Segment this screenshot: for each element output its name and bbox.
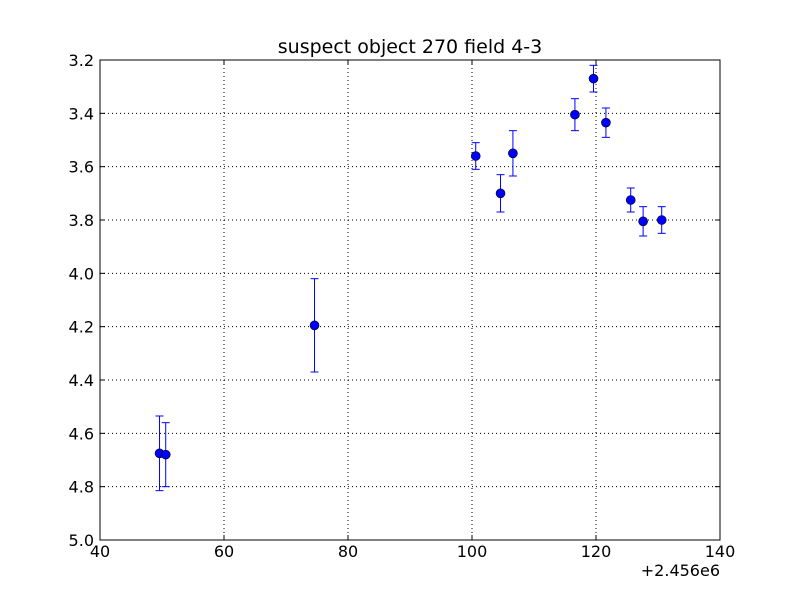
y-tick-label: 3.4	[69, 104, 94, 123]
data-point	[508, 148, 518, 159]
y-tick-label: 4.0	[69, 264, 94, 283]
data-point-group	[508, 130, 518, 177]
data-point	[638, 216, 648, 227]
data-point-group	[601, 107, 611, 138]
grid	[100, 60, 720, 540]
data-point-group	[495, 174, 506, 213]
y-tick-label: 3.2	[69, 51, 94, 70]
data-point-group	[638, 206, 648, 237]
plot-area	[99, 59, 721, 541]
data-point	[309, 320, 320, 331]
y-tick-label: 4.4	[69, 371, 94, 390]
data-point-group	[309, 278, 320, 373]
data-point	[160, 449, 171, 460]
x-tick-label: 60	[214, 542, 234, 561]
data-point-group	[656, 206, 667, 234]
data-point-group	[570, 98, 580, 132]
data-point	[656, 215, 667, 225]
x-tick-label: 100	[457, 542, 488, 561]
x-axis-offset-label: +2.456e6	[641, 561, 720, 580]
x-tick-label: 120	[581, 542, 612, 561]
data-point	[625, 195, 636, 205]
y-tick-label: 3.6	[69, 158, 94, 177]
y-tick-label: 4.6	[69, 424, 94, 443]
axis-ticks	[99, 59, 721, 541]
x-tick-label: 40	[90, 542, 110, 561]
chart-title: suspect object 270 field 4-3	[278, 36, 543, 58]
y-tick-label: 3.8	[69, 211, 94, 230]
data-point	[470, 151, 481, 161]
data-point-group	[588, 64, 599, 93]
data-point	[601, 117, 611, 128]
data-point-group	[625, 187, 636, 213]
x-tick-label: 140	[705, 542, 736, 561]
data-point-group	[470, 142, 481, 170]
y-tick-label: 5.0	[69, 531, 94, 550]
data-point	[570, 109, 580, 120]
data-point	[495, 188, 506, 199]
y-tick-label: 4.2	[69, 318, 94, 337]
y-tick-label: 4.8	[69, 478, 94, 497]
data-point-group	[160, 422, 171, 488]
data-point	[588, 73, 599, 84]
tick-labels: 40 60 80 100 120 140 3.2 3.4 3.6 3.8 4.0 4.2 4.4 4.6 4…	[69, 51, 736, 561]
x-tick-label: 80	[338, 542, 358, 561]
data-series	[154, 64, 667, 492]
